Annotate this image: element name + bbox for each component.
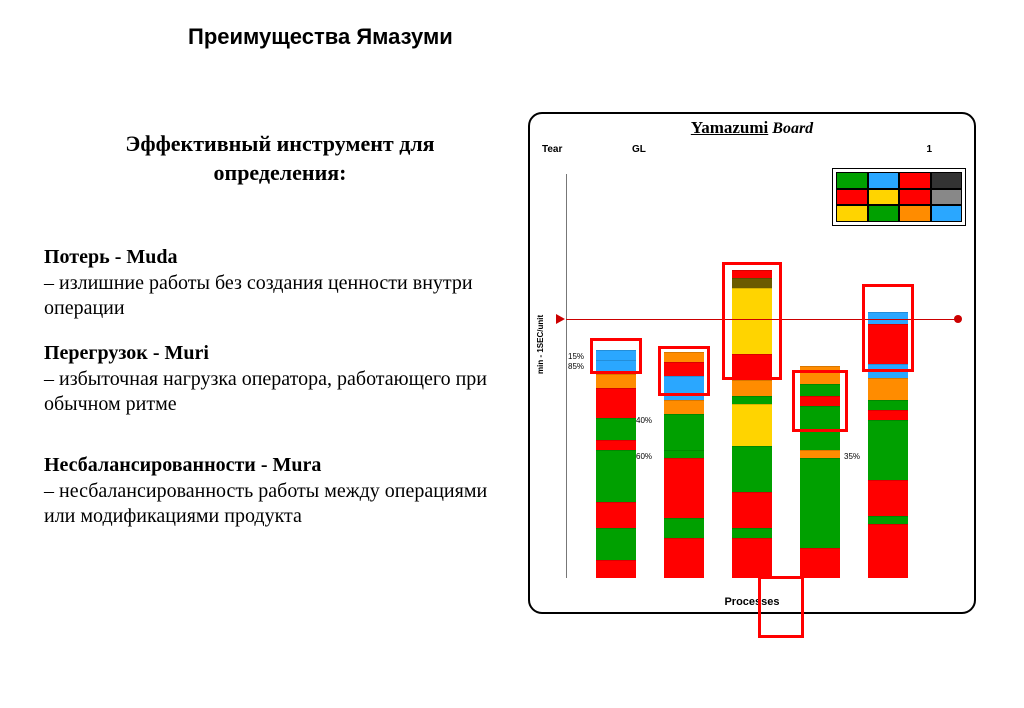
- page-subtitle: Эффективный инструмент для определения:: [70, 130, 490, 187]
- board-title-sub: Board: [768, 120, 813, 137]
- bar-segment: [664, 414, 704, 450]
- bar-segment: [664, 400, 704, 414]
- bar-segment: [732, 492, 772, 528]
- y-axis-label: min - 1SEC/unit: [536, 315, 545, 374]
- bar-segment: [664, 538, 704, 578]
- percent-label: 15%: [568, 352, 584, 361]
- definition-title: Перегрузок - Muri: [44, 342, 504, 365]
- bar-segment: [596, 374, 636, 388]
- yamazumi-board-panel: Yamazumi Board Tear GL 1 min - 1SEC/unit…: [528, 112, 976, 614]
- bar-segment: [868, 480, 908, 516]
- bar-segment: [732, 404, 772, 446]
- bar-segment: [732, 380, 772, 396]
- bar-segment: [664, 458, 704, 518]
- percent-label: 85%: [568, 362, 584, 371]
- board-title: Yamazumi Board: [530, 118, 974, 138]
- highlight-box: [658, 346, 710, 396]
- takt-line-arrow: [556, 314, 565, 324]
- bar-segment: [732, 396, 772, 404]
- takt-line-end-dot: [954, 315, 962, 323]
- bar-segment: [868, 516, 908, 524]
- percent-label: 35%: [844, 452, 860, 461]
- bar-segment: [868, 410, 908, 420]
- highlight-box: [590, 338, 642, 374]
- processes-label: Processes: [530, 596, 974, 608]
- bar-segment: [868, 378, 908, 400]
- page-title: Преимущества Ямазуми: [188, 24, 453, 50]
- bar-segment: [732, 528, 772, 538]
- highlight-box: [862, 284, 914, 372]
- definition-muri: Перегрузок - Muri – избыточная нагрузка …: [44, 342, 504, 417]
- bar-segment: [596, 440, 636, 450]
- bar-segment: [800, 450, 840, 458]
- definition-body: – излишние работы без создания ценности …: [44, 271, 504, 321]
- highlight-box: [792, 370, 848, 432]
- definition-muda: Потерь - Muda – излишние работы без созд…: [44, 246, 504, 321]
- bar-segment: [596, 528, 636, 560]
- bar-segment: [596, 388, 636, 418]
- bar-segment: [868, 420, 908, 480]
- definition-body: – несбалансированность работы между опер…: [44, 479, 504, 529]
- bar-segment: [800, 458, 840, 548]
- percent-label: 40%: [636, 416, 652, 425]
- bar-segment: [596, 502, 636, 528]
- bar-segment: [868, 400, 908, 410]
- header-gl: GL: [632, 144, 646, 155]
- chart-area: min - 1SEC/unit 15%85%40%60%35%: [566, 174, 958, 578]
- highlight-box: [722, 262, 782, 380]
- header-right: 1: [926, 144, 932, 155]
- bar-segment: [664, 518, 704, 538]
- board-title-main: Yamazumi: [691, 118, 768, 137]
- y-axis: [566, 174, 567, 578]
- bar-segment: [800, 548, 840, 578]
- definition-body: – избыточная нагрузка оператора, работаю…: [44, 367, 504, 417]
- header-team: Tear: [542, 144, 562, 155]
- definition-title: Потерь - Muda: [44, 246, 504, 269]
- bar-segment: [596, 450, 636, 502]
- bar-segment: [664, 450, 704, 458]
- definition-mura: Несбалансированности - Mura – несбаланси…: [44, 454, 504, 529]
- bar-segment: [868, 524, 908, 578]
- bar-column: [596, 350, 636, 578]
- bar-segment: [596, 560, 636, 578]
- bar-segment: [596, 418, 636, 440]
- bar-segment: [732, 538, 772, 578]
- bar-segment: [732, 446, 772, 492]
- definition-title: Несбалансированности - Mura: [44, 454, 504, 477]
- highlight-box: [758, 576, 804, 638]
- percent-label: 60%: [636, 452, 652, 461]
